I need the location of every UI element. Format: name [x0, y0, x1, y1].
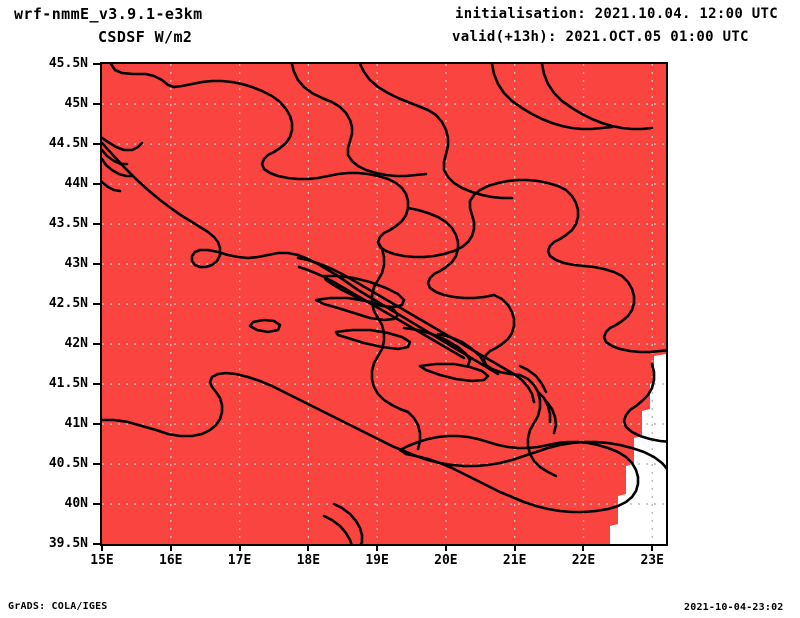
y-axis-label: 40.5N	[48, 456, 88, 471]
country-border-path	[540, 64, 654, 131]
y-axis-tick	[93, 63, 100, 65]
coastline-path	[109, 64, 176, 89]
x-axis-label: 21E	[502, 553, 527, 568]
coastline-path	[314, 296, 400, 322]
coastline-path	[102, 157, 134, 178]
x-axis-tick	[513, 544, 516, 551]
x-axis-tick	[444, 544, 447, 551]
y-axis-tick	[93, 223, 100, 225]
country-border-path	[172, 79, 426, 259]
coastline-path	[436, 332, 486, 365]
y-axis-label: 43N	[64, 256, 88, 271]
coastline-path	[102, 136, 144, 152]
y-axis-label: 45.5N	[48, 56, 88, 71]
y-axis-label: 44.5N	[48, 136, 88, 151]
grads-credit-label: GrADS: COLA/IGES	[8, 601, 108, 612]
map-plot-area[interactable]	[100, 62, 668, 546]
x-axis-tick	[169, 544, 172, 551]
y-axis-label: 45N	[64, 96, 88, 111]
y-axis-tick	[93, 423, 100, 425]
country-border-path	[358, 64, 514, 200]
coastline-path	[545, 400, 558, 435]
country-border-path	[406, 206, 496, 300]
coastline-path	[102, 141, 500, 376]
country-border-path	[422, 178, 586, 268]
coastline-path	[322, 274, 406, 309]
country-border-path	[622, 362, 666, 443]
coastline-path	[518, 364, 548, 394]
variable-units-label: CSDSF W/m2	[98, 28, 193, 46]
y-axis-label: 40N	[64, 496, 88, 511]
coastline-path	[418, 362, 490, 383]
coastline-path	[334, 328, 412, 351]
map-canvas	[102, 64, 666, 544]
x-axis-label: 17E	[227, 553, 252, 568]
coastline-path	[332, 502, 364, 544]
valid-time-label: valid(+13h): 2021.OCT.05 01:00 UTC	[452, 29, 749, 45]
x-axis-tick	[238, 544, 241, 551]
country-border-path	[518, 373, 558, 478]
y-axis-label: 42.5N	[48, 296, 88, 311]
coastline-group	[102, 64, 666, 544]
x-axis-label: 22E	[571, 553, 596, 568]
country-border-group	[172, 64, 666, 478]
render-timestamp-label: 2021-10-04-23:02	[684, 602, 784, 613]
y-axis-tick	[93, 143, 100, 145]
y-axis-tick	[93, 263, 100, 265]
x-axis-label: 23E	[640, 553, 664, 568]
coastline-path	[322, 514, 353, 544]
y-axis-label: 44N	[64, 176, 88, 191]
x-axis-label: 19E	[365, 553, 389, 568]
initialisation-time-label: initialisation: 2021.10.04. 12:00 UTC	[455, 6, 778, 22]
coastline-path	[402, 326, 472, 367]
country-border-path	[370, 240, 410, 414]
model-name-label: wrf-nmmE_v3.9.1-e3km	[14, 5, 203, 23]
x-axis-tick	[101, 544, 103, 551]
country-border-path	[482, 293, 522, 377]
y-axis-tick	[93, 183, 100, 185]
y-axis-tick	[93, 383, 100, 385]
country-border-path	[406, 410, 422, 451]
x-axis-tick	[582, 544, 585, 551]
country-border-path	[490, 64, 614, 131]
x-axis-label: 15E	[90, 553, 114, 568]
gridlines	[102, 64, 666, 544]
x-axis-tick	[307, 544, 310, 551]
coastline-path	[398, 434, 640, 514]
y-axis-label: 39.5N	[48, 536, 88, 551]
y-axis-tick	[93, 463, 100, 465]
y-axis-tick	[93, 343, 100, 345]
x-axis-tick	[376, 544, 379, 551]
y-axis-tick	[93, 103, 100, 105]
x-axis-label: 18E	[296, 553, 321, 568]
x-axis-tick	[651, 544, 654, 551]
y-axis-tick	[93, 503, 100, 505]
x-axis-label: 20E	[434, 553, 458, 568]
field-fill-rect	[102, 64, 666, 544]
country-border-path	[290, 64, 428, 178]
y-axis-tick	[93, 303, 100, 305]
coastline-path	[248, 318, 282, 334]
y-axis-label: 43.5N	[48, 216, 88, 231]
y-axis-tick	[93, 543, 100, 545]
y-axis-label: 41.5N	[48, 376, 88, 391]
coastline-path	[102, 180, 122, 193]
x-axis-label: 16E	[159, 553, 183, 568]
y-axis-label: 42N	[64, 336, 88, 351]
coastline-path	[102, 148, 129, 166]
country-border-path	[582, 264, 666, 354]
y-axis-label: 41N	[64, 416, 88, 431]
coastline-path	[536, 390, 552, 424]
